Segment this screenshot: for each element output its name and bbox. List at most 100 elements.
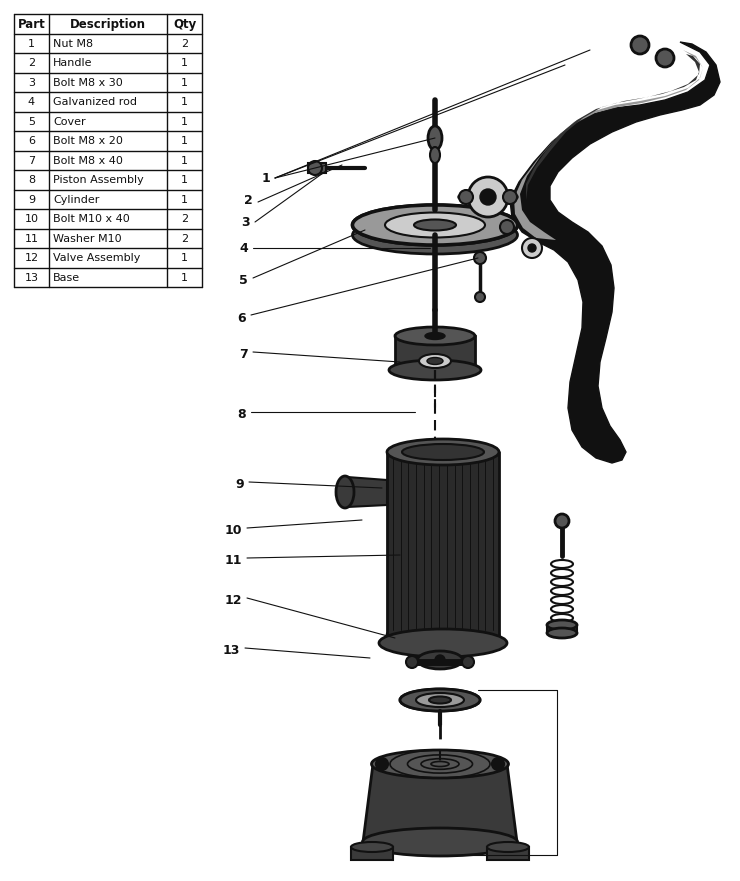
Polygon shape <box>387 452 499 635</box>
Text: 9: 9 <box>235 478 244 492</box>
Circle shape <box>462 656 474 668</box>
Text: 1: 1 <box>261 172 270 184</box>
Circle shape <box>555 514 569 528</box>
Text: 1: 1 <box>181 175 188 185</box>
Text: 2: 2 <box>181 39 188 48</box>
Text: 3: 3 <box>28 78 35 87</box>
Circle shape <box>656 49 674 67</box>
Ellipse shape <box>547 628 577 638</box>
Text: 5: 5 <box>239 273 248 286</box>
Text: Bolt M10 x 40: Bolt M10 x 40 <box>53 214 130 224</box>
Text: 1: 1 <box>181 97 188 107</box>
Text: Cylinder: Cylinder <box>53 195 99 204</box>
Circle shape <box>528 244 536 252</box>
Polygon shape <box>547 625 577 633</box>
Circle shape <box>475 292 485 302</box>
Ellipse shape <box>414 219 456 231</box>
Ellipse shape <box>336 476 354 508</box>
Circle shape <box>480 189 496 205</box>
Text: Bolt M8 x 30: Bolt M8 x 30 <box>53 78 123 87</box>
Polygon shape <box>347 477 387 507</box>
Polygon shape <box>514 50 703 240</box>
Ellipse shape <box>400 689 480 711</box>
Circle shape <box>435 655 445 665</box>
Polygon shape <box>351 847 393 860</box>
Ellipse shape <box>389 360 481 380</box>
Text: 7: 7 <box>239 349 248 361</box>
Ellipse shape <box>385 212 485 238</box>
Text: 9: 9 <box>28 195 35 204</box>
Text: 8: 8 <box>238 409 246 421</box>
Circle shape <box>308 161 322 175</box>
Text: Part: Part <box>18 18 45 31</box>
Text: 1: 1 <box>181 78 188 87</box>
Text: 1: 1 <box>181 137 188 146</box>
Bar <box>308 163 326 173</box>
Text: 10: 10 <box>224 523 242 537</box>
Text: 12: 12 <box>24 253 38 263</box>
Text: 13: 13 <box>223 643 240 656</box>
Circle shape <box>376 758 388 770</box>
Circle shape <box>406 656 418 668</box>
Text: 2: 2 <box>181 233 188 244</box>
Text: 1: 1 <box>181 253 188 263</box>
Ellipse shape <box>371 750 508 778</box>
Text: Nut M8: Nut M8 <box>53 39 93 48</box>
Circle shape <box>631 36 649 54</box>
Polygon shape <box>487 847 529 860</box>
Circle shape <box>522 238 542 258</box>
Text: Qty: Qty <box>173 18 196 31</box>
Ellipse shape <box>547 620 577 630</box>
Circle shape <box>492 758 504 770</box>
Ellipse shape <box>387 622 499 648</box>
Polygon shape <box>510 42 720 463</box>
Text: Description: Description <box>70 18 146 31</box>
Ellipse shape <box>352 216 517 254</box>
Text: 5: 5 <box>28 116 35 127</box>
Ellipse shape <box>416 693 464 707</box>
Text: 4: 4 <box>28 97 35 107</box>
Circle shape <box>459 190 473 204</box>
Text: 13: 13 <box>24 272 38 283</box>
Ellipse shape <box>428 126 442 150</box>
Ellipse shape <box>487 842 529 852</box>
Text: Handle: Handle <box>53 58 92 68</box>
Ellipse shape <box>379 629 507 657</box>
Text: 3: 3 <box>241 216 250 228</box>
Text: Cover: Cover <box>53 116 86 127</box>
Circle shape <box>503 190 517 204</box>
Ellipse shape <box>387 439 499 465</box>
Ellipse shape <box>352 205 517 245</box>
Text: Base: Base <box>53 272 80 283</box>
Circle shape <box>500 220 514 234</box>
Circle shape <box>468 177 508 217</box>
Text: 4: 4 <box>239 241 248 255</box>
Ellipse shape <box>363 828 517 856</box>
Ellipse shape <box>417 651 462 669</box>
Text: 11: 11 <box>24 233 38 244</box>
Text: 8: 8 <box>28 175 35 185</box>
Text: Bolt M8 x 40: Bolt M8 x 40 <box>53 156 123 166</box>
Text: Washer M10: Washer M10 <box>53 233 121 244</box>
Polygon shape <box>363 764 517 842</box>
Ellipse shape <box>400 689 480 711</box>
Text: 1: 1 <box>181 195 188 204</box>
Text: 1: 1 <box>181 156 188 166</box>
Ellipse shape <box>430 147 440 163</box>
Text: 11: 11 <box>224 553 242 566</box>
Text: Valve Assembly: Valve Assembly <box>53 253 141 263</box>
Ellipse shape <box>352 205 517 245</box>
Text: 2: 2 <box>244 194 253 206</box>
Ellipse shape <box>419 354 451 368</box>
Text: Piston Assembly: Piston Assembly <box>53 175 144 185</box>
Ellipse shape <box>351 842 393 852</box>
Text: 2: 2 <box>28 58 35 68</box>
Text: 2: 2 <box>181 214 188 224</box>
Text: 7: 7 <box>28 156 35 166</box>
Ellipse shape <box>402 444 484 460</box>
Text: Galvanized rod: Galvanized rod <box>53 97 137 107</box>
Polygon shape <box>526 54 700 200</box>
Text: 10: 10 <box>24 214 38 224</box>
Text: 1: 1 <box>181 116 188 127</box>
Text: Bolt M8 x 20: Bolt M8 x 20 <box>53 137 123 146</box>
